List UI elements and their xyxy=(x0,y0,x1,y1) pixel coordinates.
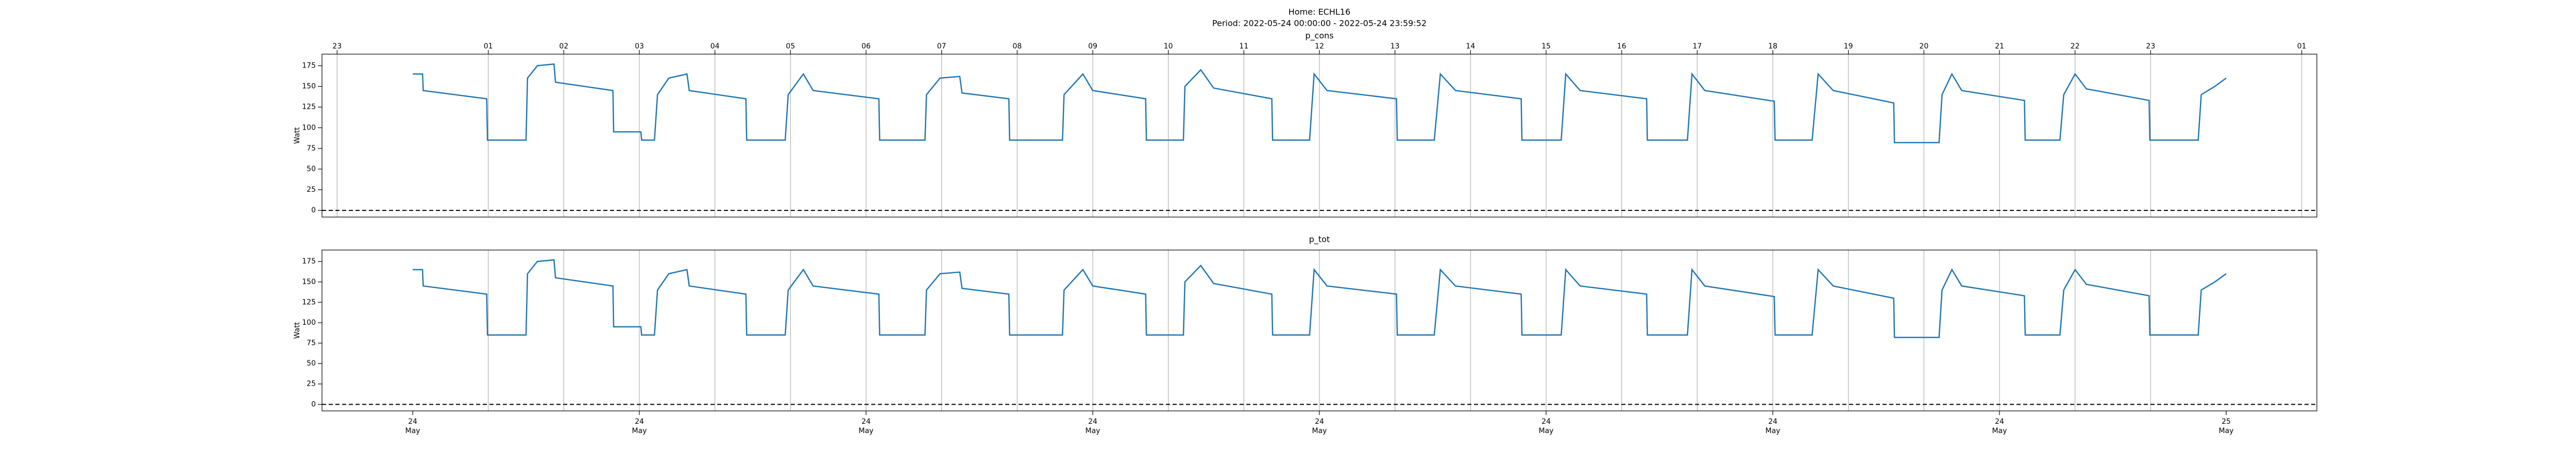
y-tick-label: 25 xyxy=(307,380,316,388)
x-tick-label: 20 xyxy=(1919,42,1928,51)
y-tick-label: 25 xyxy=(307,186,316,194)
y-tick-label: 175 xyxy=(302,257,316,266)
y-tick-label: 0 xyxy=(311,400,316,408)
y-axis-label: Watt xyxy=(293,322,301,339)
x-tick-label: 23 xyxy=(332,42,342,51)
x-tick-label: 05 xyxy=(786,42,795,51)
y-tick-label: 150 xyxy=(302,278,316,286)
x-tick-label: 16 xyxy=(1617,42,1626,51)
figure-title: Home: ECHL16 xyxy=(1289,7,1350,17)
y-tick-label: 175 xyxy=(302,61,316,70)
figure-subtitle: Period: 2022-05-24 00:00:00 - 2022-05-24… xyxy=(1212,19,1427,28)
y-tick-label: 50 xyxy=(307,359,316,368)
y-tick-label: 125 xyxy=(302,103,316,111)
x-tick-label: 06 xyxy=(861,42,871,51)
x-tick-label: 04 xyxy=(710,42,720,51)
x-tick-label: 24 May xyxy=(1992,418,2007,435)
x-tick-label: 13 xyxy=(1391,42,1400,51)
x-tick-label: 21 xyxy=(1995,42,2004,51)
data-line xyxy=(413,259,2227,338)
y-tick-label: 150 xyxy=(302,82,316,91)
y-tick-label: 0 xyxy=(311,206,316,214)
x-tick-label: 25 May xyxy=(2218,418,2234,435)
y-tick-label: 100 xyxy=(302,124,316,132)
axes-frame xyxy=(321,250,2317,411)
x-tick-label: 02 xyxy=(559,42,568,51)
x-tick-label: 09 xyxy=(1088,42,1097,51)
x-tick-label: 12 xyxy=(1315,42,1324,51)
x-tick-label: 24 May xyxy=(405,418,420,435)
x-tick-label: 24 May xyxy=(1085,418,1100,435)
y-tick-label: 125 xyxy=(302,298,316,306)
x-tick-label: 14 xyxy=(1466,42,1475,51)
x-tick-label: 07 xyxy=(937,42,946,51)
axes-title: p_cons xyxy=(1305,31,1333,41)
x-tick-label: 18 xyxy=(1768,42,1777,51)
x-tick-label: 24 May xyxy=(858,418,874,435)
x-tick-label: 01 xyxy=(2297,42,2307,51)
x-tick-label: 24 May xyxy=(632,418,647,435)
axes-title: p_tot xyxy=(1309,235,1330,245)
x-tick-label: 22 xyxy=(2071,42,2080,51)
x-tick-label: 15 xyxy=(1541,42,1551,51)
x-tick-label: 23 xyxy=(2146,42,2155,51)
axes-frame xyxy=(321,54,2317,218)
x-tick-label: 11 xyxy=(1239,42,1248,51)
x-tick-label: 08 xyxy=(1012,42,1022,51)
x-tick-label: 01 xyxy=(484,42,493,51)
x-tick-label: 24 May xyxy=(1312,418,1327,435)
x-tick-label: 24 May xyxy=(1538,418,1554,435)
x-tick-label: 10 xyxy=(1164,42,1173,51)
x-tick-label: 19 xyxy=(1844,42,1853,51)
data-line xyxy=(413,63,2227,143)
y-axis-label: Watt xyxy=(293,127,301,144)
x-tick-label: 03 xyxy=(635,42,644,51)
x-tick-label: 24 May xyxy=(1765,418,1781,435)
y-tick-label: 50 xyxy=(307,165,316,173)
y-tick-label: 75 xyxy=(307,144,316,153)
x-tick-label: 17 xyxy=(1692,42,1702,51)
y-tick-label: 75 xyxy=(307,339,316,347)
y-tick-label: 100 xyxy=(302,319,316,327)
